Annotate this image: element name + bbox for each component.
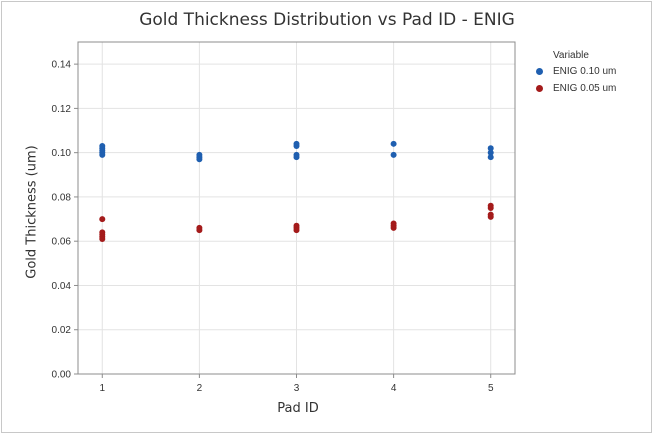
data-point [487,154,494,161]
y-tick-label: 0.08 [52,192,72,203]
legend-label: ENIG 0.10 um [553,65,617,77]
x-tick-label: 5 [488,383,494,394]
legend-marker-icon [536,67,543,75]
data-point [293,143,300,150]
x-axis-label: Pad ID [277,401,319,416]
y-tick-label: 0.02 [52,325,72,336]
data-point [487,145,494,152]
y-tick-label: 0.12 [52,104,72,115]
x-tick-label: 3 [294,383,300,394]
x-tick-label: 2 [197,383,203,394]
chart-title: Gold Thickness Distribution vs Pad ID - … [139,10,515,30]
legend-marker-icon [536,84,543,92]
data-point [99,216,106,223]
data-point [390,140,397,147]
y-tick-label: 0.10 [52,148,72,159]
data-point [390,151,397,158]
legend-label: ENIG 0.05 um [553,82,617,94]
legend-item-series-2: ENIG 0.05 um [536,81,616,95]
legend-item-series-1: ENIG 0.10 um [536,64,616,78]
data-point [293,227,300,234]
y-tick-label: 0.04 [52,281,72,292]
legend-title: Variable [553,50,589,61]
data-point [487,205,494,211]
data-point [390,224,397,231]
data-point [487,213,494,220]
data-point [99,151,106,158]
x-tick-label: 4 [391,383,397,394]
data-point [293,154,300,161]
y-tick-label: 0.14 [52,60,72,71]
y-tick-label: 0.00 [52,370,72,381]
data-point [487,149,494,156]
data-point [196,227,203,234]
data-point [196,156,203,163]
y-tick-label: 0.06 [52,237,72,248]
data-point [99,235,106,242]
x-tick-label: 1 [99,383,105,394]
